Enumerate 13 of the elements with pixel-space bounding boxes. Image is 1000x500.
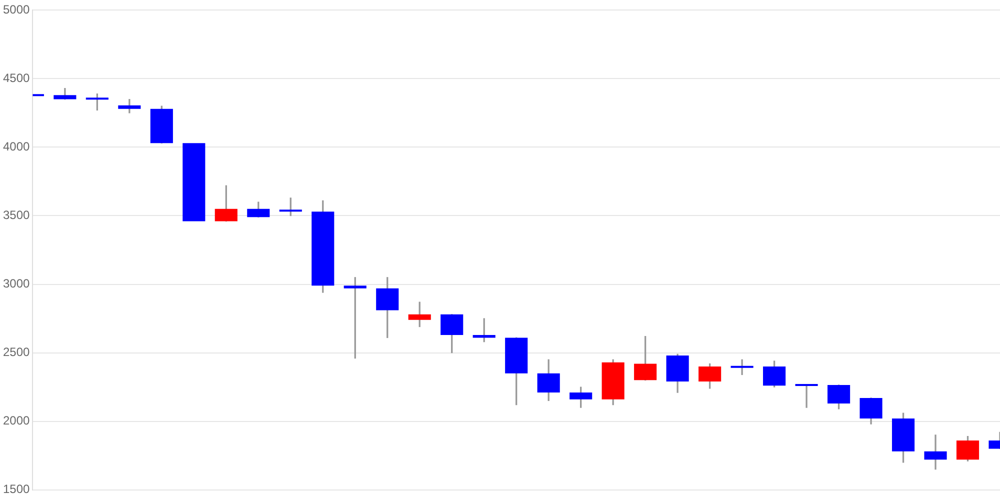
y-tick-label: 2000: [2, 414, 30, 428]
y-tick-label: 4000: [2, 140, 30, 154]
y-tick-label: 1500: [2, 482, 30, 496]
y-tick-label: 5000: [2, 2, 30, 17]
candlestick: [182, 143, 206, 222]
candlestick: [118, 98, 141, 114]
y-tick-label: 3000: [2, 276, 30, 291]
candlestick: [795, 384, 818, 408]
y-tick-label: 2500: [2, 345, 30, 360]
candlestick: [924, 434, 947, 470]
candlestick: [730, 359, 754, 376]
y-tick-label: 4500: [2, 71, 30, 86]
y-tick-label: 3500: [2, 208, 30, 222]
